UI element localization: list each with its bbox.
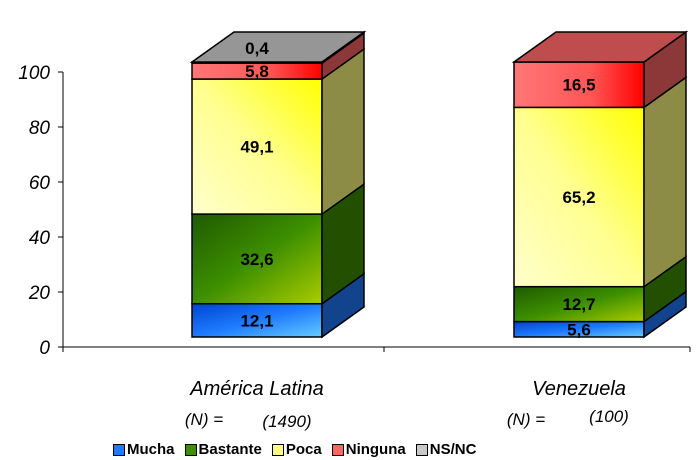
data-label: 5,6: [567, 320, 591, 339]
chart-labels: 12,1 32,6 49,1 5,8 0,4 América Latina (N) = (14…: [185, 39, 629, 431]
legend-item-mucha: Mucha: [113, 441, 175, 458]
legend-item-bastante: Bastante: [184, 441, 262, 458]
category-label: América Latina: [189, 378, 323, 400]
legend-label: NS/NC: [429, 441, 477, 458]
bar-top-face: [511, 31, 689, 63]
data-label: 12,1: [240, 311, 273, 330]
y-tick-label: 60: [29, 173, 51, 194]
y-tick-label: 80: [29, 118, 51, 139]
category-label: Venezuela: [532, 378, 626, 400]
y-tick-label: 40: [29, 228, 51, 249]
n-prefix-label: (N) =: [185, 410, 223, 429]
n-prefix-label: (N) =: [507, 410, 545, 429]
legend: Mucha Bastante Poca Ninguna NS/NC: [113, 441, 476, 458]
bar-segment-poca-1: [513, 75, 687, 289]
legend-label: Mucha: [127, 441, 175, 458]
legend-swatch: [113, 443, 125, 456]
data-label: 32,6: [240, 250, 273, 269]
y-tick-label: 100: [18, 63, 50, 84]
legend-swatch: [271, 443, 284, 456]
legend-item-ninguna: Ninguna: [331, 441, 406, 458]
chart-canvas: 0 20 40 60 80 100 12,1 32,6 49,1 5,8 0,4 América L…: [18, 30, 691, 431]
data-label: 49,1: [240, 138, 273, 157]
legend-label: Ninguna: [345, 441, 406, 458]
n-value-label: (100): [589, 407, 629, 426]
legend-swatch: [184, 443, 197, 456]
data-label: 16,5: [562, 76, 595, 95]
y-tick-label: 20: [28, 283, 51, 304]
data-label: 12,7: [562, 295, 595, 314]
data-label: 0,4: [245, 39, 269, 58]
data-label: 65,2: [562, 188, 595, 207]
legend-label: Poca: [285, 441, 322, 458]
bar-segment-ninguna-1: [513, 30, 687, 109]
chart-axes: 0 20 40 60 80 100: [18, 63, 691, 359]
bar-segment-bastante-0: [191, 182, 365, 306]
bar-segment-poca-0: [191, 47, 365, 216]
bar-top-face: [189, 31, 367, 63]
y-tick-label: 0: [39, 338, 50, 359]
legend-swatch: [415, 443, 428, 456]
legend-swatch: [331, 443, 344, 456]
legend-item-poca: Poca: [271, 441, 322, 458]
data-label: 5,8: [245, 62, 269, 81]
bar-segment-mucha-0: [191, 272, 365, 339]
bar-segment-mucha-1: [513, 290, 687, 339]
legend-label: Bastante: [198, 441, 262, 458]
legend-item-nsnc: NS/NC: [415, 441, 477, 458]
chart-bars: [189, 30, 689, 339]
n-value-label: (1490): [262, 412, 311, 431]
